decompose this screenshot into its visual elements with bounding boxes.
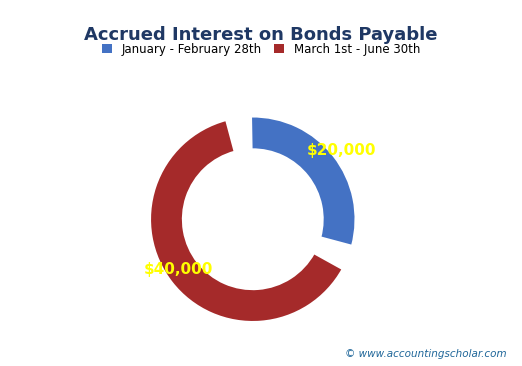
Wedge shape xyxy=(150,120,342,322)
Text: Accrued Interest on Bonds Payable: Accrued Interest on Bonds Payable xyxy=(84,26,438,44)
Legend: January - February 28th, March 1st - June 30th: January - February 28th, March 1st - Jun… xyxy=(97,38,425,61)
Wedge shape xyxy=(251,116,355,246)
Text: $20,000: $20,000 xyxy=(306,143,376,158)
Text: © www.accountingscholar.com: © www.accountingscholar.com xyxy=(345,349,506,359)
Text: $40,000: $40,000 xyxy=(144,262,213,277)
